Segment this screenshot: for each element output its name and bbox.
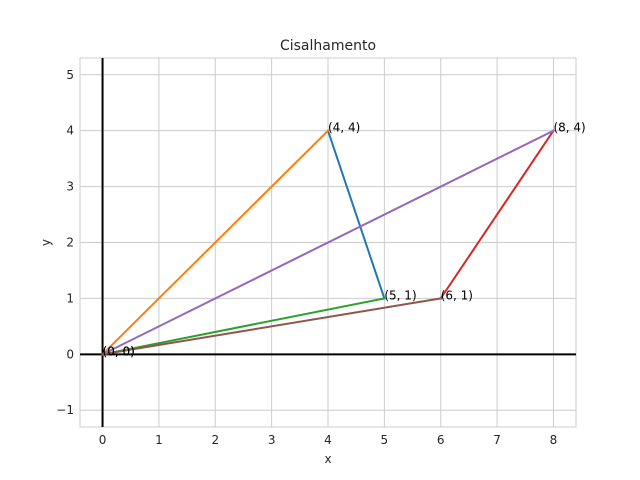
x-tick-label-2: 2 <box>211 433 219 447</box>
series-group <box>101 129 555 356</box>
y-tick-label-5: 4 <box>66 124 74 138</box>
point-label-3: (8, 4) <box>553 121 585 135</box>
series-line-2 <box>101 297 386 356</box>
y-tick-labels: −1 0 1 2 3 4 5 <box>56 68 74 417</box>
point-label-1: (5, 1) <box>384 288 416 302</box>
x-axis-label: x <box>324 452 331 466</box>
x-tick-label-0: 0 <box>99 433 107 447</box>
y-tick-label-6: 5 <box>66 68 74 82</box>
y-tick-label-3: 2 <box>66 236 74 250</box>
x-tick-label-4: 4 <box>324 433 332 447</box>
x-tick-label-6: 6 <box>437 433 445 447</box>
x-tick-label-5: 5 <box>381 433 389 447</box>
chart-title: Cisalhamento <box>280 38 376 54</box>
x-tick-labels: 0 1 2 3 4 5 6 7 8 <box>99 433 558 447</box>
series-line-5 <box>101 297 442 356</box>
y-axis-label: y <box>39 239 53 246</box>
x-tick-label-3: 3 <box>268 433 276 447</box>
y-tick-label-2: 1 <box>66 291 74 305</box>
point-label-4: (6, 1) <box>441 288 473 302</box>
series-line-3 <box>439 129 555 300</box>
y-tick-label-0: −1 <box>56 403 74 417</box>
plot-frame <box>79 57 577 428</box>
series-line-0 <box>326 129 386 300</box>
point-label-0: (4, 4) <box>328 121 360 135</box>
x-tick-label-8: 8 <box>550 433 558 447</box>
annotations: (4, 4)(5, 1)(0, 0)(8, 4)(6, 1)(0, 0) <box>103 121 586 359</box>
x-tick-label-7: 7 <box>493 433 501 447</box>
point-label-5: (0, 0) <box>103 344 135 358</box>
y-tick-label-4: 3 <box>66 180 74 194</box>
y-tick-label-1: 0 <box>66 347 74 361</box>
zero-axes <box>80 58 576 427</box>
point-label-2: (0, 0) <box>103 344 135 358</box>
x-tick-label-1: 1 <box>155 433 163 447</box>
series-line-4 <box>101 129 555 356</box>
series-line-1 <box>101 129 330 356</box>
